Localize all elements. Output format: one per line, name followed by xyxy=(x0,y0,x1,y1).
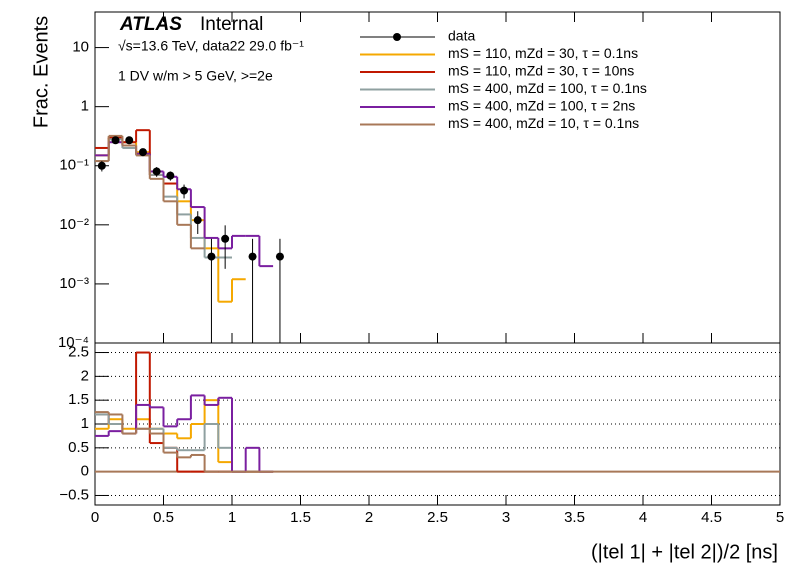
data-point xyxy=(152,167,161,176)
data-point xyxy=(111,136,120,145)
data-point xyxy=(275,252,284,261)
x-tick-label: 4 xyxy=(639,509,647,526)
y-tick-label: 10 xyxy=(72,39,89,56)
x-tick-label: 2.5 xyxy=(427,509,448,526)
x-tick-label: 3.5 xyxy=(564,509,585,526)
data-point xyxy=(221,234,230,243)
data-point xyxy=(180,186,189,195)
y-tick-label: 1 xyxy=(81,98,89,115)
y-tick-label: 10⁻³ xyxy=(59,275,89,292)
y-tick-label: 10⁻⁴ xyxy=(58,334,89,351)
x-tick-label: 0.5 xyxy=(153,509,174,526)
y-tick-label: 0.5 xyxy=(68,439,89,456)
legend-marker xyxy=(393,33,401,41)
data-point xyxy=(248,252,257,261)
chart-title: Internal xyxy=(200,14,263,35)
top-frame xyxy=(94,11,781,344)
data-point xyxy=(207,252,216,261)
legend-label: mS = 400, mZd = 100, τ = 0.1ns xyxy=(448,80,647,96)
data-point xyxy=(193,216,202,225)
x-tick-label: 3 xyxy=(502,509,510,526)
legend-label: data xyxy=(448,28,475,44)
annotation: 1 DV w/m > 5 GeV, >=2e xyxy=(118,68,273,84)
x-tick-label: 4.5 xyxy=(701,509,722,526)
atlas-label: ATLAS xyxy=(119,14,182,35)
y-tick-label: 10⁻² xyxy=(59,216,89,233)
legend-label: mS = 110, mZd = 30, τ = 0.1ns xyxy=(448,45,638,61)
y-axis-label: Frac. Events xyxy=(30,16,52,128)
legend-label: mS = 110, mZd = 30, τ = 10ns xyxy=(448,63,634,79)
y-tick-label: 0 xyxy=(81,463,89,480)
legend-label: mS = 400, mZd = 10, τ = 0.1ns xyxy=(448,115,639,131)
y-tick-label: 2 xyxy=(81,367,89,384)
data-point xyxy=(125,136,134,145)
x-tick-label: 1 xyxy=(228,509,236,526)
x-tick-label: 2 xyxy=(365,509,373,526)
data-point xyxy=(138,148,147,157)
data-point xyxy=(166,171,175,180)
x-tick-label: 1.5 xyxy=(290,509,311,526)
data-point xyxy=(97,161,106,170)
legend-label: mS = 400, mZd = 100, τ = 2ns xyxy=(448,98,635,114)
x-tick-label: 0 xyxy=(91,509,99,526)
y-tick-label: 2.5 xyxy=(68,343,89,360)
x-tick-label: 5 xyxy=(776,509,784,526)
y-tick-label: −0.5 xyxy=(59,486,89,503)
x-axis-label: (|tel 1| + |tel 2|)/2 [ns] xyxy=(591,541,778,563)
y-tick-label: 1.5 xyxy=(68,391,89,408)
subtitle: √s=13.6 TeV, data22 29.0 fb⁻¹ xyxy=(118,38,304,54)
y-tick-label: 10⁻¹ xyxy=(59,157,89,174)
y-tick-label: 1 xyxy=(81,415,89,432)
